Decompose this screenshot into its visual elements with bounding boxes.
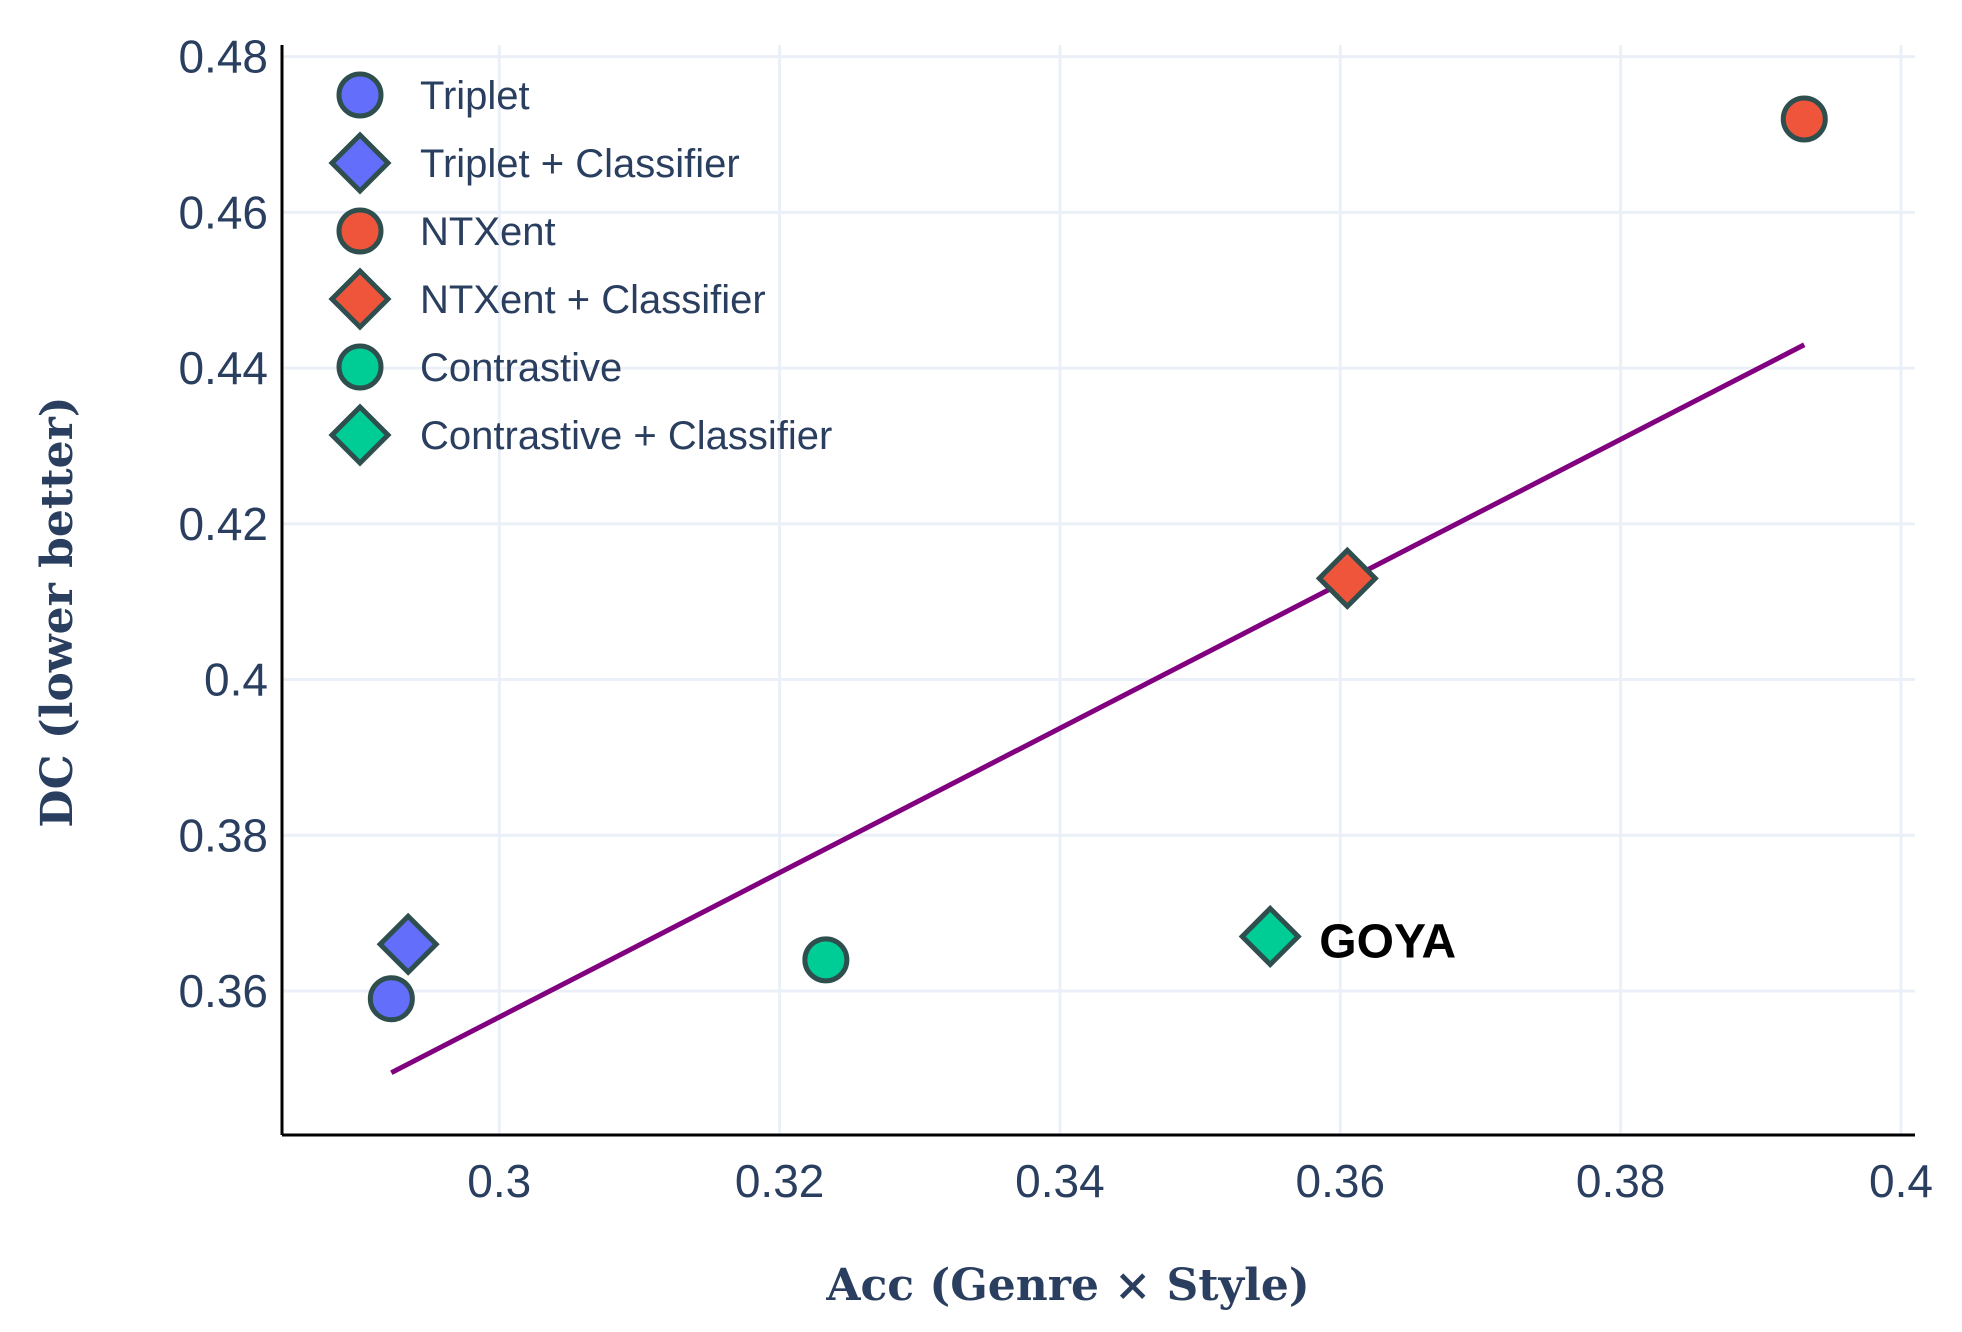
x-tick-label: 0.38 bbox=[1576, 1155, 1666, 1207]
legend-marker-ntxent-classifier bbox=[328, 267, 392, 331]
legend-label-contrastive: Contrastive bbox=[420, 346, 622, 390]
y-axis-title: DC (lower better) bbox=[32, 396, 83, 827]
y-tick-label: 0.44 bbox=[178, 342, 268, 394]
legend: Triplet Triplet + Classifier NTXent NTXent … bbox=[328, 71, 832, 467]
grid bbox=[282, 45, 1915, 1135]
x-tick-label: 0.34 bbox=[1015, 1155, 1105, 1207]
y-tick-label: 0.46 bbox=[178, 186, 268, 238]
legend-marker-ntxent bbox=[336, 207, 384, 255]
legend-label-ntxent-classifier: NTXent + Classifier bbox=[420, 278, 766, 322]
x-axis-title: Acc (Genre × Style) bbox=[825, 1260, 1309, 1311]
y-tick-label: 0.42 bbox=[178, 498, 268, 550]
x-tick-label: 0.4 bbox=[1869, 1155, 1933, 1207]
axes bbox=[280, 45, 1915, 1137]
trendline-group bbox=[390, 342, 1806, 1075]
point-triplet bbox=[367, 975, 415, 1023]
point-contrastive bbox=[802, 936, 850, 984]
x-tick-label: 0.36 bbox=[1296, 1155, 1386, 1207]
data-points bbox=[367, 95, 1828, 1023]
point-triplet-classifier bbox=[376, 912, 440, 976]
point-ntxent-classifier bbox=[1315, 546, 1379, 610]
y-tick-label: 0.4 bbox=[204, 654, 268, 706]
legend-label-triplet: Triplet bbox=[420, 74, 530, 118]
legend-label-ntxent: NTXent bbox=[420, 210, 556, 254]
x-tick-label: 0.32 bbox=[735, 1155, 825, 1207]
point-contrastive-classifier bbox=[1238, 904, 1302, 968]
annotations: GOYA bbox=[1319, 915, 1456, 968]
legend-label-contrastive-classifier: Contrastive + Classifier bbox=[420, 414, 832, 458]
annotation-label: GOYA bbox=[1319, 915, 1456, 968]
point-ntxent bbox=[1780, 95, 1828, 143]
legend-label-triplet-classifier: Triplet + Classifier bbox=[420, 142, 740, 186]
legend-marker-triplet-classifier bbox=[328, 131, 392, 195]
y-tick-label: 0.36 bbox=[178, 965, 268, 1017]
tick-labels: 0.3 0.32 0.34 0.36 0.38 0.4 0.36 0.38 0.4 0.42 0.4… bbox=[178, 31, 1932, 1207]
y-tick-label: 0.38 bbox=[178, 809, 268, 861]
legend-marker-contrastive-classifier bbox=[328, 403, 392, 467]
trendline bbox=[390, 342, 1806, 1075]
x-tick-label: 0.3 bbox=[467, 1155, 531, 1207]
y-tick-label: 0.48 bbox=[178, 31, 268, 83]
legend-marker-triplet bbox=[336, 71, 384, 119]
legend-marker-contrastive bbox=[336, 343, 384, 391]
